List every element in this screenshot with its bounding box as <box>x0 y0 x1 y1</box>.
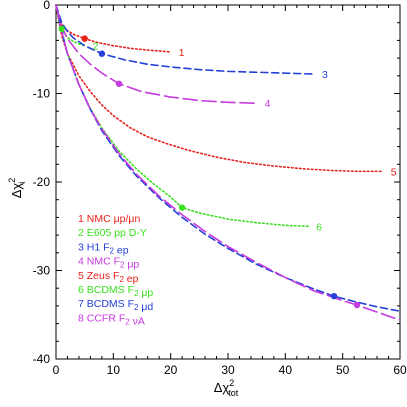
series-marker-2 <box>58 25 65 33</box>
curve-labels: 12345678 <box>93 41 397 234</box>
series-line-3 <box>55 4 315 75</box>
x-axis-title-sup: 2 <box>229 378 234 388</box>
x-tick-label: 60 <box>393 363 407 377</box>
legend-entry-3: 3 H1 F2 ep <box>78 241 129 256</box>
series-end-label-6: 6 <box>316 221 322 233</box>
y-axis-title-sub: i <box>17 182 27 184</box>
x-tick-label: 20 <box>164 363 178 377</box>
series-end-label-3: 3 <box>322 69 328 81</box>
x-tick-label: 10 <box>107 363 121 377</box>
y-tick-label: -20 <box>33 175 51 189</box>
legend-entry-1: 1 NMC μp/μn <box>78 213 140 225</box>
y-tick-label: -30 <box>33 264 51 278</box>
series-marker-6 <box>178 204 186 211</box>
legend-entry-7: 7 BCDMS F2 μd <box>78 298 153 313</box>
series-end-label-2: 2 <box>93 41 99 53</box>
legend-entry-8: 8 CCFR F2 νA <box>78 312 145 327</box>
y-tick-label: -10 <box>33 87 51 101</box>
series-line-5 <box>55 4 384 173</box>
series-marker-8 <box>353 301 361 309</box>
series-end-label-1: 1 <box>179 47 185 59</box>
legend-entry-5: 5 Zeus F2 ep <box>78 270 139 285</box>
x-tick-label: 0 <box>53 363 60 377</box>
legend-entry-2: 2 E605 pp D-Y <box>78 227 147 239</box>
y-tick-label: -40 <box>33 352 51 366</box>
legend: 1 NMC μp/μn 2 E605 pp D-Y 3 H1 F2 ep4 NMC … <box>78 213 153 327</box>
series-marker-1 <box>81 35 88 42</box>
y-axis-title-main: Δχ <box>9 183 24 199</box>
x-axis-title-sub: tot <box>228 388 239 398</box>
markers <box>58 25 361 309</box>
x-axis-title-main: Δχ <box>214 380 230 395</box>
series-end-label-4: 4 <box>265 98 271 110</box>
series-marker-3 <box>98 50 106 57</box>
axis-ticks: 0 10 20 30 40 50 60 0 -10 -20 -30 -40 <box>33 0 407 377</box>
y-axis-title-sup: 2 <box>7 178 17 183</box>
x-tick-label: 30 <box>221 363 235 377</box>
curves <box>55 4 401 321</box>
legend-entry-4: 4 NMC F2 μp <box>78 256 139 271</box>
svg-text:Δχ2i: Δχ2i <box>7 178 27 199</box>
y-axis-title: Δχ2i <box>7 178 27 199</box>
x-tick-label: 40 <box>279 363 293 377</box>
legend-entry-6: 6 BCDMS F2 μp <box>78 284 153 299</box>
series-line-6 <box>55 4 310 228</box>
series-line-4 <box>55 4 258 105</box>
x-axis-title: Δχ2 tot <box>214 378 239 398</box>
x-tick-label: 50 <box>336 363 350 377</box>
y-tick-label: 0 <box>43 0 50 12</box>
series-marker-7 <box>330 292 338 300</box>
series-line-8 <box>55 4 401 321</box>
series-end-label-5: 5 <box>391 166 397 178</box>
series-marker-4 <box>115 80 123 87</box>
